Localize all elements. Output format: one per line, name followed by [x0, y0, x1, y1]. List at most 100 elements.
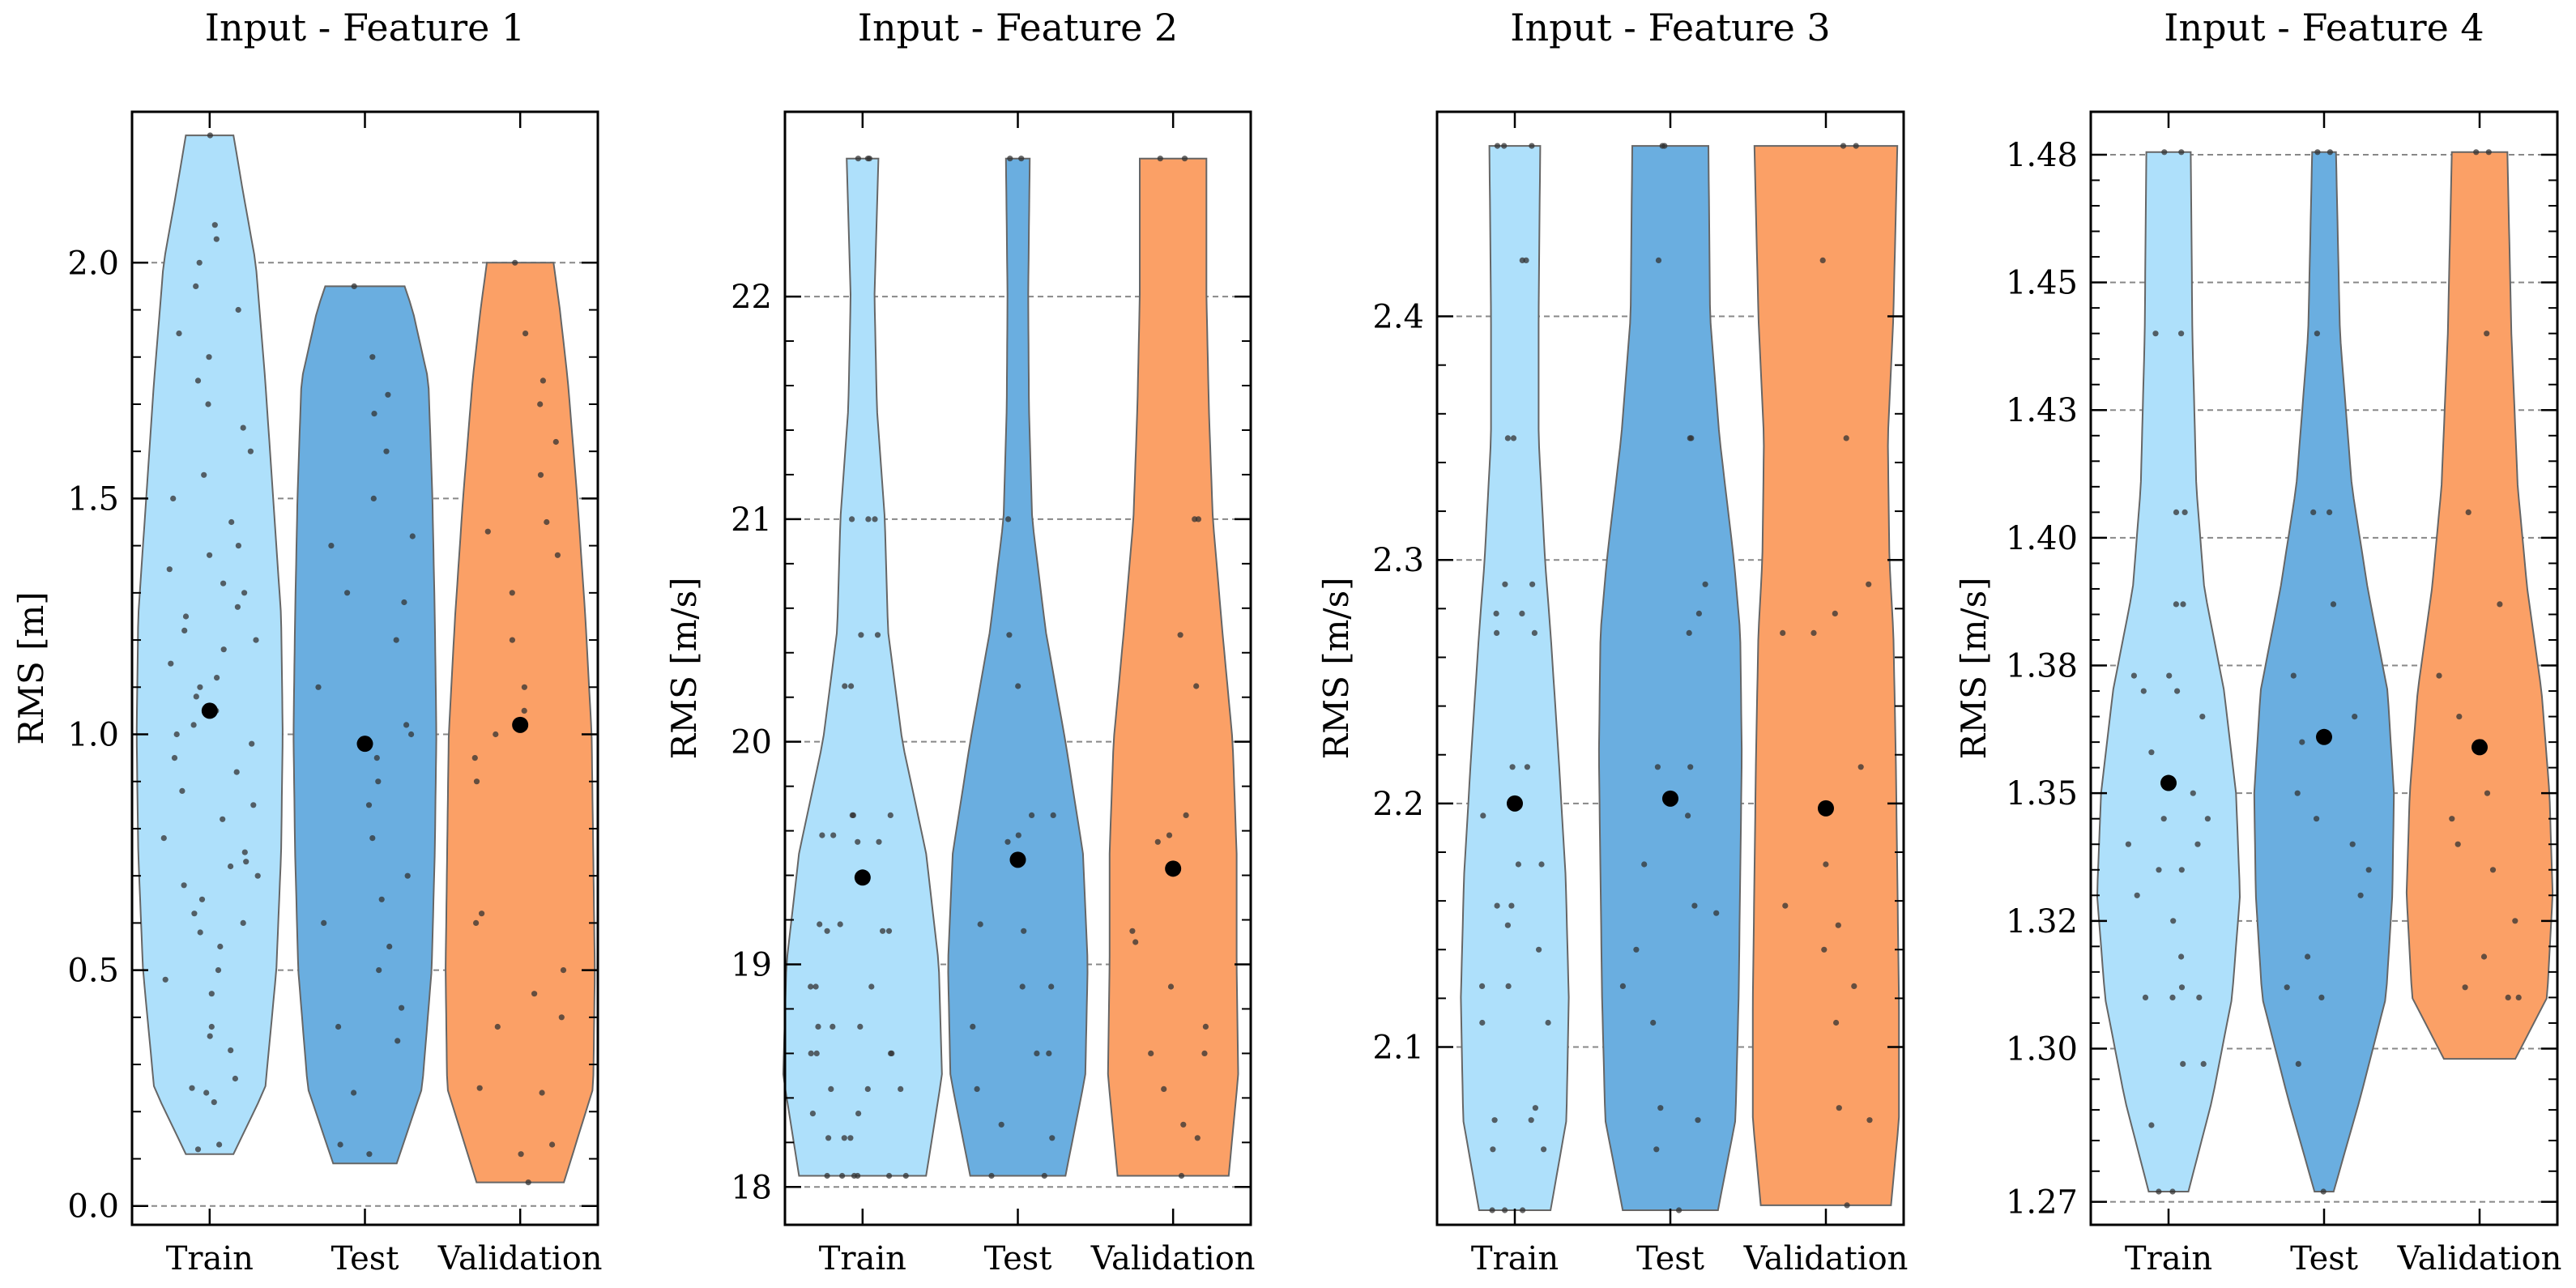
data-point — [173, 731, 180, 738]
data-point — [855, 1111, 862, 1117]
data-point — [1650, 1019, 1657, 1026]
data-point — [1782, 902, 1789, 909]
data-point — [2200, 1060, 2207, 1067]
data-point — [1510, 435, 1517, 441]
data-point — [1536, 946, 1542, 953]
y-tick-label: 19 — [731, 946, 772, 983]
y-tick-label: 1.45 — [2006, 265, 2078, 302]
data-point — [1181, 156, 1188, 162]
data-point — [2178, 953, 2185, 960]
data-point — [1161, 1085, 1167, 1092]
data-point — [2515, 994, 2522, 1000]
data-point — [1641, 861, 1648, 868]
data-point — [902, 1172, 909, 1179]
data-point — [841, 1135, 847, 1141]
x-tick-label: Train — [1471, 1240, 1559, 1277]
data-point — [1780, 629, 1786, 637]
data-point — [371, 411, 377, 417]
x-tick-label: Test — [2290, 1240, 2358, 1277]
mean-marker-train — [201, 702, 218, 719]
data-point — [1515, 861, 1521, 868]
data-point — [1005, 516, 1012, 522]
y-axis-label: RMS [m/s] — [664, 577, 704, 759]
data-point — [544, 518, 550, 526]
data-point — [351, 283, 357, 289]
data-point — [1687, 764, 1694, 770]
y-tick-label: 21 — [731, 501, 772, 539]
data-point — [1821, 946, 1828, 953]
data-point — [1504, 922, 1511, 928]
data-point — [1691, 902, 1698, 909]
data-point — [1653, 1146, 1660, 1153]
data-point — [2330, 601, 2337, 608]
data-point — [808, 983, 814, 990]
data-point — [2365, 867, 2372, 873]
data-point — [2310, 509, 2317, 516]
data-point — [196, 259, 203, 266]
data-point — [868, 983, 875, 990]
y-tick-label: 2.3 — [1372, 542, 1424, 579]
x-tick-label: Test — [1636, 1240, 1704, 1277]
data-point — [1050, 812, 1056, 819]
data-point — [2142, 994, 2149, 1000]
data-point — [1505, 983, 1512, 989]
data-point — [337, 1141, 343, 1148]
y-tick-label: 2.1 — [1372, 1030, 1424, 1067]
y-tick-label: 1.35 — [2006, 775, 2078, 812]
data-point — [2174, 688, 2181, 694]
data-point — [1177, 632, 1184, 638]
data-point — [1018, 156, 1025, 162]
data-point — [1529, 581, 1536, 587]
data-point — [217, 943, 224, 950]
mean-marker-test — [2316, 728, 2332, 745]
data-point — [1810, 629, 1817, 637]
data-point — [855, 838, 861, 845]
data-point — [250, 802, 257, 808]
data-point — [876, 838, 882, 845]
data-point — [2148, 1122, 2155, 1128]
data-point — [1479, 1019, 1486, 1026]
data-point — [2454, 841, 2461, 847]
data-point — [1041, 1172, 1047, 1179]
data-point — [207, 132, 213, 139]
data-point — [864, 1085, 871, 1092]
data-point — [211, 222, 218, 228]
data-point — [1202, 1023, 1209, 1030]
data-point — [1494, 629, 1500, 637]
data-point — [181, 882, 187, 889]
data-point — [537, 471, 544, 478]
y-tick-label: 0.5 — [67, 953, 119, 990]
mean-marker-validation — [2472, 739, 2488, 756]
data-point — [864, 156, 872, 162]
data-point — [974, 1085, 980, 1092]
data-point — [2314, 816, 2320, 822]
data-point — [162, 976, 168, 983]
data-point — [171, 755, 178, 761]
data-point — [558, 1014, 565, 1021]
y-axis-label: RMS [m/s] — [1316, 577, 1356, 759]
data-point — [315, 684, 322, 690]
data-point — [373, 755, 380, 761]
data-point — [2327, 149, 2333, 156]
data-point — [849, 812, 855, 819]
data-point — [2204, 816, 2211, 822]
data-point — [1007, 156, 1013, 162]
data-point — [395, 1038, 401, 1044]
data-point — [473, 919, 480, 926]
data-point — [2294, 790, 2301, 796]
data-point — [537, 401, 544, 407]
data-point — [160, 835, 167, 842]
panel-title: Input - Feature 3 — [1510, 6, 1830, 49]
data-point — [1489, 1207, 1495, 1213]
data-point — [233, 769, 240, 775]
data-point — [2178, 149, 2185, 156]
data-point — [549, 1141, 556, 1148]
data-point — [2305, 953, 2311, 960]
data-point — [824, 1172, 830, 1179]
data-point — [1509, 764, 1516, 770]
data-point — [1523, 257, 1529, 263]
data-point — [1835, 922, 1841, 928]
data-point — [2152, 331, 2159, 337]
data-point — [228, 518, 235, 526]
